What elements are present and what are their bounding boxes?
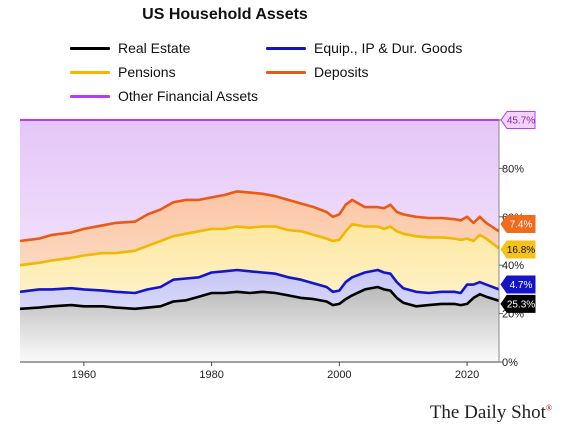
end-value-label: 7.4% [510, 220, 533, 231]
registered-mark: ® [545, 403, 552, 413]
series-line-equip-ip-dur-goods [19, 268, 500, 295]
legend-label: Equip., IP & Dur. Goods [314, 40, 463, 56]
legend-swatch [266, 46, 306, 50]
legend-label: Other Financial Assets [118, 88, 259, 104]
legend-label: Deposits [314, 64, 369, 80]
series-line-real-estate [19, 285, 500, 311]
legend-label: Pensions [118, 64, 176, 80]
legend-item-pensions: Pensions [70, 60, 266, 84]
chart-title: US Household Assets [142, 6, 308, 23]
end-value-tag [500, 215, 536, 234]
series-line-deposits [19, 190, 500, 243]
legend-swatch [266, 70, 306, 74]
legend: Real Estate Equip., IP & Dur. Goods Pens… [70, 36, 530, 104]
brand-logo: The Daily Shot® [430, 402, 552, 424]
legend-swatch [70, 46, 110, 50]
end-value-label: 45.7% [507, 116, 535, 127]
x-tick-label: 1960 [72, 369, 96, 381]
end-value-tag [500, 275, 536, 294]
y-tick-label: 80% [502, 163, 524, 175]
legend-item-real-estate: Real Estate [70, 36, 266, 60]
x-tick-label: 2000 [327, 369, 351, 381]
y-tick-label: 40% [502, 260, 524, 272]
legend-item-equip: Equip., IP & Dur. Goods [266, 36, 526, 60]
y-tick-label: 0% [502, 357, 518, 369]
x-tick-label: 2020 [455, 369, 479, 381]
end-value-tag [500, 294, 536, 313]
series-line-pensions [19, 222, 500, 267]
brand-name: The Daily Shot [429, 402, 546, 423]
end-value-label: 25.3% [507, 299, 535, 310]
area-real-estate [20, 287, 499, 362]
legend-label: Real Estate [118, 40, 191, 56]
end-value-label: 4.7% [510, 280, 533, 291]
end-value-tag [500, 240, 536, 259]
legend-item-deposits: Deposits [266, 60, 526, 84]
x-tick-label: 1980 [199, 369, 223, 381]
end-value-tag [500, 111, 536, 129]
legend-item-other-financial: Other Financial Assets [70, 84, 266, 108]
legend-swatch [70, 94, 110, 98]
end-value-label: 16.8% [507, 245, 535, 256]
legend-swatch [70, 70, 110, 74]
